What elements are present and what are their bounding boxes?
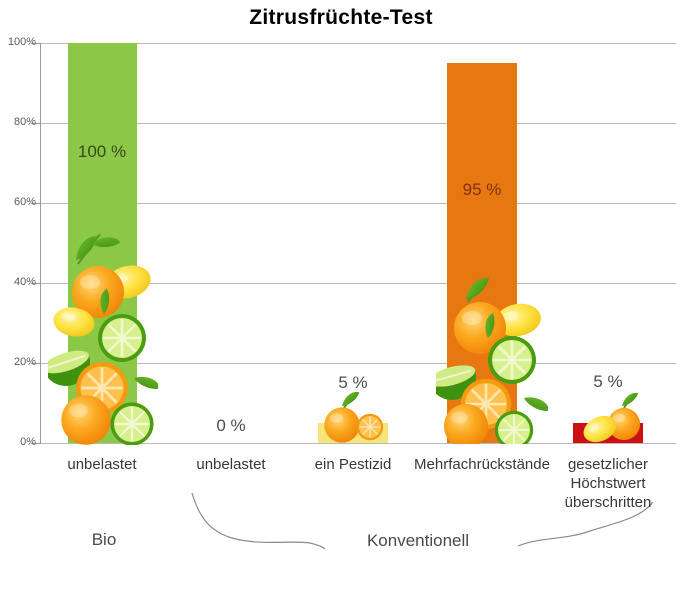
- bar-mehrfachrueckstaende: [447, 63, 517, 443]
- y-tick-label: 20%: [13, 356, 36, 368]
- category-label-unbelastet-konv: unbelastet: [196, 456, 266, 473]
- value-label-0: 0 %: [216, 416, 246, 435]
- gridline-60: [40, 203, 676, 204]
- y-tick-label: 40%: [13, 276, 36, 288]
- brace-curve-left: [191, 492, 326, 550]
- y-tick-label: 80%: [13, 116, 36, 128]
- gridline-80: [40, 123, 676, 124]
- y-tick: [31, 443, 40, 444]
- y-tick-label: 0%: [20, 436, 36, 448]
- chart-title: Zitrusfrüchte-Test: [249, 6, 433, 29]
- y-tick-label: 100%: [7, 36, 36, 48]
- category-label-unbelastet-bio: unbelastet: [67, 456, 137, 473]
- group-label-bio: Bio: [91, 530, 117, 549]
- y-tick: [31, 123, 40, 124]
- category-label-hoechstwert: gesetzlicher Höchstwert überschritten: [564, 456, 652, 511]
- value-label-5a: 5 %: [338, 373, 368, 392]
- bar-hoechstwert-ueberschritten: [573, 423, 643, 443]
- bar-unbelastet-bio: [68, 43, 137, 443]
- value-label-100: 100 %: [77, 142, 127, 161]
- gridline-0: [40, 443, 676, 444]
- value-label-5b: 5 %: [593, 372, 623, 391]
- group-label-konventionell: Konventionell: [366, 531, 470, 550]
- value-label-95: 95 %: [462, 180, 502, 199]
- y-tick: [31, 363, 40, 364]
- category-label-ein-pestizid: ein Pestizid: [314, 456, 392, 473]
- gridline-100: [40, 43, 676, 44]
- y-tick-label: 60%: [13, 196, 36, 208]
- bar-ein-pestizid: [318, 423, 388, 443]
- category-label-mehrfach: Mehrfachrückstände: [414, 456, 550, 473]
- y-axis-line: [40, 43, 41, 444]
- y-tick: [31, 203, 40, 204]
- gridline-40: [40, 283, 676, 284]
- y-tick: [31, 283, 40, 284]
- gridline-20: [40, 363, 676, 364]
- y-tick: [31, 43, 40, 44]
